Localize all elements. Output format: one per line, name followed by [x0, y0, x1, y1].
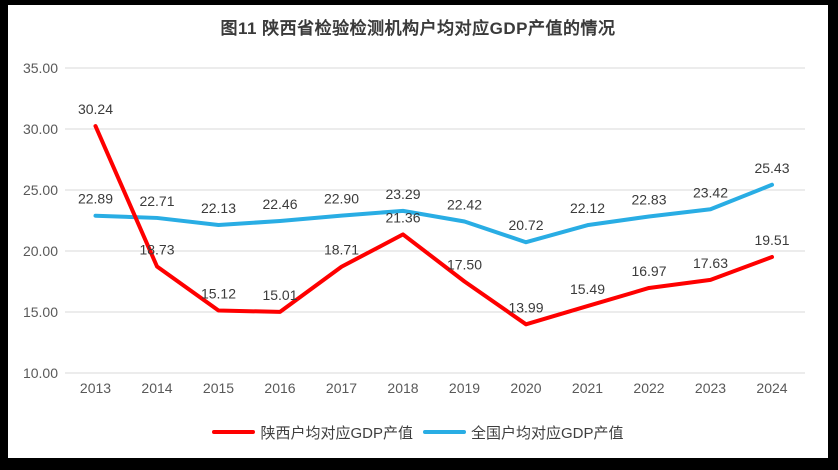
data-label: 22.13	[201, 200, 236, 216]
chart-svg: 10.00 15.00 20.00 25.00 30.00 35.00 2013 2014 20…	[23, 60, 805, 396]
y-axis-tick-label: 25.00	[23, 182, 58, 198]
y-axis-tick-label: 35.00	[23, 60, 58, 76]
x-axis-tick-label: 2018	[387, 380, 418, 396]
legend-label-national: 全国户均对应GDP产值	[471, 424, 624, 442]
x-axis-tick-label: 2014	[141, 380, 172, 396]
x-axis-tick-label: 2013	[80, 380, 111, 396]
y-axis-tick-label: 15.00	[23, 304, 58, 320]
data-label: 19.51	[754, 232, 789, 248]
data-label: 20.72	[508, 217, 543, 233]
data-label: 23.42	[693, 184, 728, 200]
x-axis-tick-label: 2021	[572, 380, 603, 396]
data-label: 18.71	[324, 242, 359, 258]
legend-swatch-shaanxi	[212, 430, 256, 434]
legend-item-shaanxi: 陕西户均对应GDP产值	[212, 422, 413, 443]
data-label: 17.50	[447, 257, 482, 273]
y-axis-tick-label: 10.00	[23, 365, 58, 381]
series-line-1	[93, 182, 774, 245]
x-axis-tick-label: 2020	[510, 380, 541, 396]
legend-swatch-national	[423, 430, 466, 434]
x-axis-tick-label: 2017	[326, 380, 357, 396]
x-axis-tick-label: 2024	[756, 380, 787, 396]
legend-label-shaanxi: 陕西户均对应GDP产值	[260, 424, 413, 442]
data-label: 15.12	[201, 286, 236, 302]
chart-title: 图11 陕西省检验检测机构户均对应GDP产值的情况	[220, 19, 616, 38]
y-axis-tick-label: 20.00	[23, 243, 58, 259]
data-label: 22.42	[447, 196, 482, 212]
data-label: 15.49	[570, 281, 605, 297]
data-label: 22.83	[631, 191, 666, 207]
x-axis-tick-label: 2016	[264, 380, 295, 396]
chart-panel: 图11 陕西省检验检测机构户均对应GDP产值的情况 10.00 15.00 20.0…	[8, 5, 828, 458]
data-label: 21.36	[385, 209, 420, 225]
x-axis-tick-label: 2022	[633, 380, 664, 396]
data-label: 22.89	[78, 191, 113, 207]
legend: 陕西户均对应GDP产值 全国户均对应GDP产值	[8, 419, 828, 445]
data-label: 16.97	[631, 263, 666, 279]
data-label: 23.29	[385, 186, 420, 202]
data-label: 13.99	[508, 299, 543, 315]
data-label: 22.12	[570, 200, 605, 216]
data-label: 22.90	[324, 191, 359, 207]
legend-item-national: 全国户均对应GDP产值	[423, 422, 624, 443]
data-label: 17.63	[693, 255, 728, 271]
data-label: 25.43	[754, 160, 789, 176]
x-axis-tick-label: 2023	[695, 380, 726, 396]
x-axis-tick-label: 2019	[449, 380, 480, 396]
y-axis-tick-label: 30.00	[23, 121, 58, 137]
data-label: 22.46	[262, 196, 297, 212]
x-axis-tick-label: 2015	[203, 380, 234, 396]
data-label: 30.24	[78, 101, 113, 117]
series-line-0	[93, 124, 774, 327]
data-label: 22.71	[139, 193, 174, 209]
data-label: 15.01	[262, 287, 297, 303]
data-label: 18.73	[139, 241, 174, 257]
